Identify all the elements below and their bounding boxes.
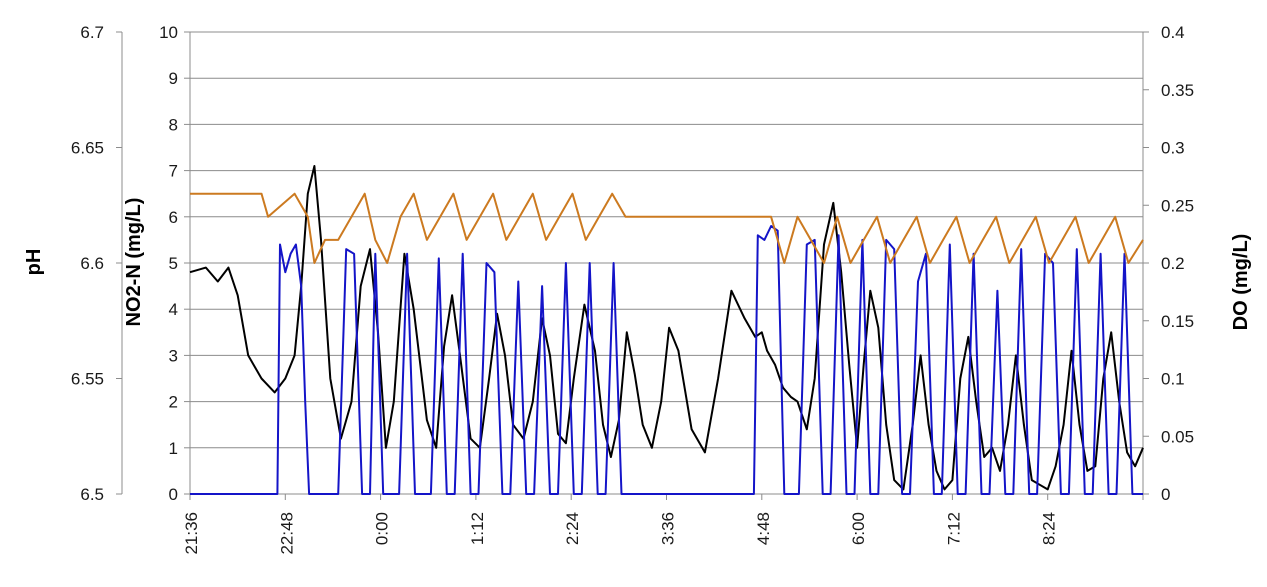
no2-tick-label: 7 <box>169 162 178 181</box>
no2-tick-label: 9 <box>169 69 178 88</box>
x-tick-label: 4:48 <box>754 512 773 545</box>
axes <box>116 31 1149 500</box>
ph-axis-title: pH <box>23 249 45 276</box>
no2-blue-series <box>190 225 1143 495</box>
gridlines <box>190 31 1143 495</box>
no2-tick-label: 2 <box>169 393 178 412</box>
no2-tick-label: 1 <box>169 439 178 458</box>
x-tick-label: 8:24 <box>1040 512 1059 545</box>
no2-black-series <box>189 165 1144 491</box>
do-tick-label: 0.35 <box>1161 81 1194 100</box>
ph-tick-label: 6.7 <box>80 23 104 42</box>
x-tick-label: 22:48 <box>277 512 296 555</box>
do-orange-series <box>190 192 1144 264</box>
ph-tick-label: 6.6 <box>80 254 104 273</box>
no2-tick-label: 6 <box>169 208 178 227</box>
x-tick-label: 6:00 <box>849 512 868 545</box>
ph-tick-label: 6.55 <box>71 370 104 389</box>
x-tick-label: 2:24 <box>563 512 582 545</box>
no2-axis-title: NO2-N (mg/L) <box>123 198 145 327</box>
do-tick-label: 0.1 <box>1161 370 1185 389</box>
x-tick-label: 7:12 <box>944 512 963 545</box>
x-tick-label: 3:36 <box>659 512 678 545</box>
no2-tick-label: 8 <box>169 115 178 134</box>
do-tick-label: 0 <box>1161 485 1170 504</box>
tick-labels: 0 1 2 3 4 5 6 7 8 9 10 6.5 6.55 6.6 6.65 6.7 0 0.05 0.1 0.1… <box>71 23 1194 555</box>
do-tick-label: 0.25 <box>1161 196 1194 215</box>
x-tick-label: 1:12 <box>468 512 487 545</box>
do-tick-label: 0.3 <box>1161 139 1185 158</box>
no2-tick-label: 3 <box>169 346 178 365</box>
do-axis-title: DO (mg/L) <box>1230 234 1252 331</box>
ph-tick-label: 6.5 <box>80 485 104 504</box>
do-tick-label: 0.2 <box>1161 254 1185 273</box>
no2-tick-label: 5 <box>169 254 178 273</box>
do-tick-label: 0.4 <box>1161 23 1185 42</box>
no2-tick-label: 4 <box>169 300 178 319</box>
do-tick-label: 0.05 <box>1161 427 1194 446</box>
no2-tick-label: 10 <box>159 23 178 42</box>
ph-tick-label: 6.65 <box>71 139 104 158</box>
do-tick-label: 0.15 <box>1161 312 1194 331</box>
x-tick-label: 0:00 <box>373 512 392 545</box>
series-lines <box>189 165 1144 495</box>
x-tick-label: 21:36 <box>182 512 201 555</box>
no2-tick-label: 0 <box>169 485 178 504</box>
